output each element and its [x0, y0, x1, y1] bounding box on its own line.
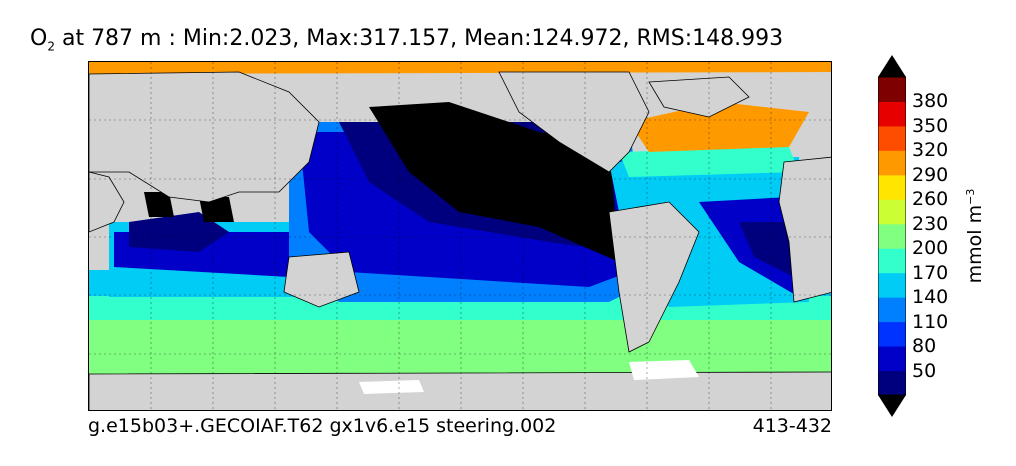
units-exponent: −3 [963, 188, 977, 205]
units-main: mmol m [964, 204, 987, 284]
colorbar-tick-label: 170 [912, 261, 949, 284]
colorbar-under-arrow [878, 395, 906, 417]
colorbar-segment [878, 346, 906, 372]
bay-of-bengal-anoxic [199, 197, 234, 222]
ocean-oxygen-map [88, 61, 832, 411]
greenland-land [648, 76, 750, 118]
colorbar-tick-label: 320 [912, 139, 949, 162]
colorbar-tick-label: 200 [912, 237, 949, 260]
colorbar-tick-label: 380 [912, 90, 949, 113]
colorbar-segment [878, 321, 906, 347]
colorbar-frame [878, 76, 906, 396]
colorbar-segment [878, 77, 906, 102]
title-stats: at 787 m : Min:2.023, Max:317.157, Mean:… [54, 26, 784, 51]
australia-land [283, 251, 360, 308]
colorbar-segment [878, 174, 906, 200]
colorbar-tick-label: 230 [912, 212, 949, 235]
colorbar-segment [878, 297, 906, 323]
graticule [89, 62, 831, 410]
labrador-sea-high-o2 [629, 102, 809, 152]
colorbar-segment [878, 248, 906, 274]
colorbar-units: mmol m−3 [964, 189, 986, 284]
colorbar [878, 55, 906, 417]
antarctica-land [89, 371, 831, 410]
colorbar-segment [878, 150, 906, 176]
colorbar-over-arrow [878, 55, 906, 77]
colorbar-tick-label: 140 [912, 286, 949, 309]
years-label: 413-432 [752, 415, 832, 437]
case-name-label: g.e15b03+.GECOIAF.T62 gx1v6.e15 steering… [88, 415, 557, 437]
colorbar-tick-label: 110 [912, 310, 949, 333]
colorbar-segment [878, 370, 906, 396]
colorbar-segment [878, 199, 906, 225]
colorbar-segment [878, 101, 906, 127]
colorbar-tick-label: 350 [912, 114, 949, 137]
weddell-ice-shelf [629, 360, 699, 380]
colorbar-segment [878, 125, 906, 151]
south-america-land [608, 201, 700, 353]
title-variable: O [30, 26, 48, 51]
ross-ice-shelf [359, 380, 424, 394]
colorbar-tick-label: 290 [912, 163, 949, 186]
plot-title: O2 at 787 m : Min:2.023, Max:317.157, Me… [30, 26, 783, 53]
colorbar-segment [878, 223, 906, 249]
colorbar-tick-label: 260 [912, 188, 949, 211]
colorbar-segment [878, 272, 906, 298]
angola-basin-omz [739, 222, 794, 277]
colorbar-segments [878, 77, 906, 396]
africa-east-land [89, 171, 125, 233]
colorbar-tick-label: 80 [912, 335, 937, 358]
arabian-sea-anoxic [144, 192, 174, 217]
southern-ocean-band [89, 312, 831, 374]
north-america-land [498, 71, 650, 173]
map-canvas [89, 62, 831, 410]
pacific-anoxic-core [369, 102, 619, 262]
africa-west-land [778, 156, 831, 303]
colorbar-tick-label: 50 [912, 359, 937, 382]
title-variable-subscript: 2 [47, 39, 55, 54]
arctic-high-o2 [89, 62, 831, 74]
eurasia-land [89, 71, 320, 203]
